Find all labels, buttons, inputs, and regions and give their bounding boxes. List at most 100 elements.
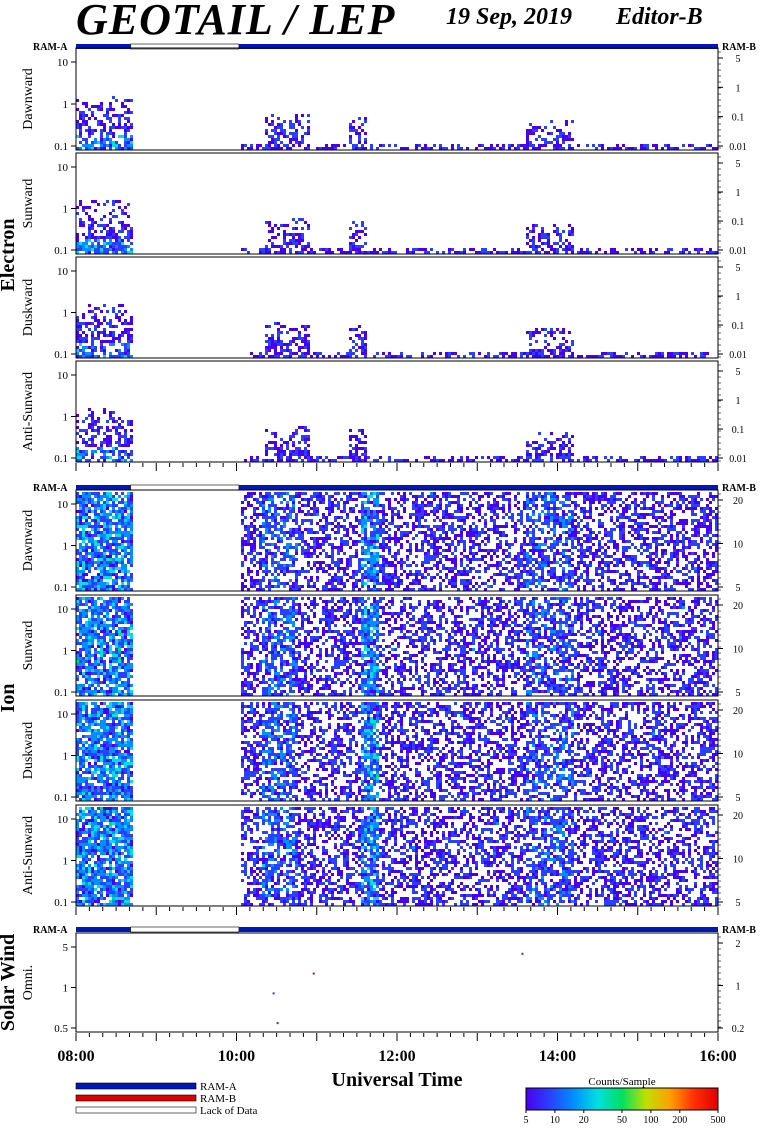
y2-tick-label: 5 — [736, 54, 741, 65]
colorbar-tick-label: 500 — [711, 1115, 726, 1126]
spectrogram-cells — [76, 96, 718, 150]
panel-label: Omni. — [21, 965, 36, 1000]
y2-tick-label: 2 — [736, 939, 741, 950]
y2-tick-label: 10 — [733, 645, 743, 656]
chart-date: 19 Sep, 2019 — [446, 4, 572, 30]
colorbar-tick-label: 50 — [617, 1115, 627, 1126]
y-tick-label: 10 — [57, 499, 69, 511]
panel-label: Dawnward — [21, 68, 36, 129]
ram-a-label: RAM-A — [33, 483, 68, 494]
y2-tick-label: 5 — [736, 159, 741, 170]
panel-electron-dawnward: 0.1 1 10 0.01 0.1 1 5 Dawnward — [21, 47, 747, 153]
panel-label: Sunward — [21, 621, 36, 671]
y2-tick-label: 0.1 — [732, 113, 745, 124]
y2-tick-label: 0.1 — [732, 425, 745, 436]
spectrogram-cells — [272, 952, 524, 1025]
group-label-solar-wind: Solar Wind — [0, 934, 19, 1031]
y-tick-label: 10 — [57, 814, 69, 826]
colorbar: Counts/Sample 5 10 20 50 100 200 500 — [524, 1076, 726, 1126]
panel-ion-anti-sunward: 0.1 1 10 5 10 20 Anti-Sunward — [21, 804, 743, 909]
data-point — [272, 992, 275, 995]
ram-b-label: RAM-B — [722, 925, 756, 936]
y2-tick-label: 10 — [733, 750, 743, 761]
panel-label: Anti-Sunward — [21, 372, 36, 451]
ram-a-label: RAM-A — [33, 925, 68, 936]
y2-tick-label: 5 — [736, 688, 741, 699]
ram-b-label: RAM-B — [722, 483, 756, 494]
y2-tick-label: 1 — [736, 83, 741, 94]
time-ticks — [75, 463, 719, 471]
x-tick-label: 08:00 — [57, 1048, 94, 1065]
panel-label: Duskward — [21, 279, 36, 337]
panel-frame — [75, 360, 719, 463]
data-point — [521, 952, 524, 955]
ram-segment-ram-a — [238, 927, 718, 932]
y-tick-label: 1 — [63, 646, 69, 658]
legend-swatch — [75, 1082, 197, 1090]
legend-label: RAM-A — [200, 1081, 237, 1093]
colorbar-gradient — [525, 1087, 719, 1111]
spectrogram-cells — [76, 304, 709, 358]
spectrogram-cells — [76, 408, 718, 462]
y-tick-label: 1 — [63, 308, 69, 320]
colorbar-tick-label: 100 — [643, 1115, 658, 1126]
y-tick-label: 0.1 — [54, 453, 68, 465]
panel-solar-wind-omni.: 0.5 1 5 0.2 1 2 Omni. — [21, 932, 744, 1035]
time-ticks — [75, 907, 719, 915]
colorbar-title: Counts/Sample — [588, 1076, 655, 1088]
x-tick-label: 10:00 — [218, 1048, 255, 1065]
ram-segment-ram-a — [76, 927, 131, 932]
spectrogram-cells — [76, 807, 718, 906]
ram-segment-ram-a — [76, 485, 131, 490]
y-tick-label: 0.1 — [54, 141, 68, 153]
panel-electron-duskward: 0.1 1 10 0.01 0.1 1 5 Duskward — [21, 256, 747, 361]
legend-swatch — [75, 1094, 197, 1102]
colorbar-tick-label: 20 — [579, 1115, 589, 1126]
y-tick-label: 1 — [63, 983, 69, 995]
spectrogram-cells — [76, 597, 718, 696]
spectrogram-cells — [76, 702, 718, 801]
ram-segment-ram-a — [238, 485, 718, 490]
x-tick-label: 12:00 — [378, 1048, 415, 1065]
y-tick-label: 1 — [63, 99, 69, 111]
y2-tick-label: 10 — [733, 855, 743, 866]
panel-ion-duskward: 0.1 1 10 5 10 20 Duskward — [21, 699, 743, 804]
ram-segment-ram-a — [76, 44, 131, 49]
y-tick-label: 1 — [63, 541, 69, 553]
y2-tick-label: 0.01 — [729, 350, 747, 361]
data-point — [312, 972, 315, 975]
y-tick-label: 0.1 — [54, 687, 68, 699]
chart-title: GEOTAIL / LEP — [76, 0, 396, 44]
panel-frame — [75, 804, 719, 907]
legend-swatch — [75, 1106, 197, 1114]
y-tick-label: 10 — [57, 57, 69, 69]
ram-segment-lack-of-data — [130, 926, 240, 933]
ram-a-label: RAM-A — [33, 42, 68, 53]
colorbar-tick-label: 10 — [550, 1115, 560, 1126]
x-tick-label: 16:00 — [699, 1048, 736, 1065]
chart-editor: Editor-B — [616, 4, 703, 30]
spectrogram-cells — [76, 200, 718, 254]
ram-segment-lack-of-data — [130, 484, 240, 491]
y2-tick-label: 5 — [736, 263, 741, 274]
panel-frame — [75, 594, 719, 697]
y-tick-label: 0.5 — [54, 1023, 68, 1035]
legend-label: RAM-B — [200, 1093, 236, 1105]
x-axis: 08:00 10:00 12:00 14:00 16:00 Universal Time — [57, 1048, 736, 1091]
panel-frame — [75, 489, 719, 592]
ram-segment-ram-a — [238, 44, 718, 49]
panel-label: Dawnward — [21, 510, 36, 571]
panel-ion-sunward: 0.1 1 10 5 10 20 Sunward — [21, 594, 743, 699]
y2-tick-label: 20 — [733, 706, 743, 717]
y-tick-label: 10 — [57, 266, 69, 278]
y-tick-label: 0.1 — [54, 349, 68, 361]
y-tick-label: 10 — [57, 709, 69, 721]
ram-status-bar-0: RAM-A RAM-B — [33, 42, 756, 53]
panel-frame — [75, 47, 719, 151]
y-tick-label: 10 — [57, 604, 69, 616]
y2-tick-label: 5 — [736, 898, 741, 909]
y2-tick-label: 0.01 — [729, 142, 747, 153]
ram-status-bar-2: RAM-A RAM-B — [33, 925, 756, 936]
